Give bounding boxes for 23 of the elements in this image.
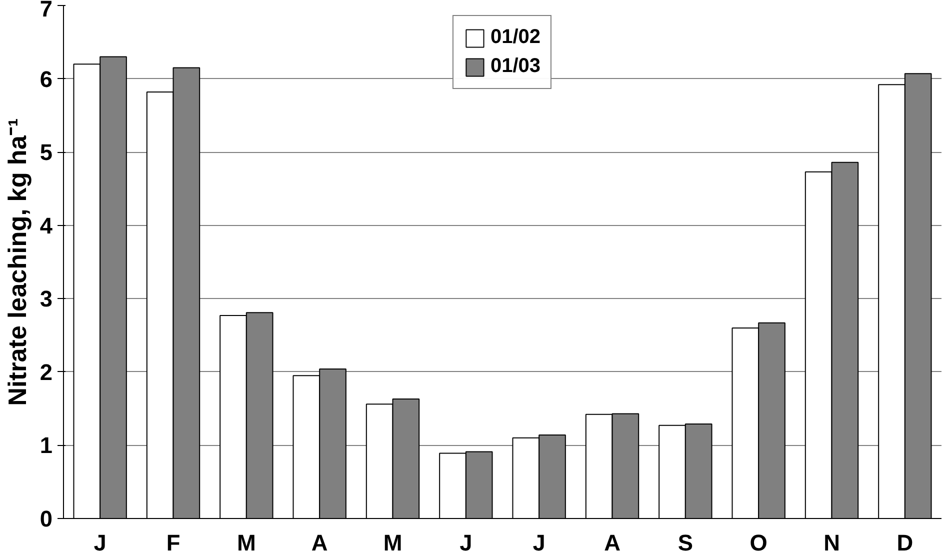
x-tick-label: A (311, 530, 328, 556)
x-tick-label: S (678, 530, 693, 556)
y-tick-label: 4 (40, 212, 53, 238)
x-tick-label: F (166, 530, 180, 556)
x-tick-label: D (896, 530, 914, 556)
y-tick-label: 2 (40, 358, 53, 385)
y-tick-label: 0 (40, 506, 53, 532)
y-tick-label: 7 (40, 0, 53, 22)
legend-label: 01/03 (490, 55, 541, 78)
y-tick-label: 5 (40, 139, 53, 166)
x-tick-label: J (460, 530, 472, 556)
x-tick-label: M (236, 530, 256, 556)
y-tick-label: 6 (40, 66, 53, 92)
x-tick-label: O (750, 530, 768, 556)
x-tick-label: A (604, 530, 620, 556)
y-tick-label: 3 (40, 286, 53, 312)
x-tick-label: J (532, 530, 546, 556)
x-tick-label: M (383, 530, 402, 556)
legend-label: 01/02 (490, 26, 541, 49)
y-tick-label: 1 (40, 432, 53, 458)
x-tick-label: J (94, 530, 106, 556)
x-tick-label: N (824, 530, 840, 556)
y-axis-title: Nitrate leaching, kg ha⁻¹ (4, 118, 32, 406)
